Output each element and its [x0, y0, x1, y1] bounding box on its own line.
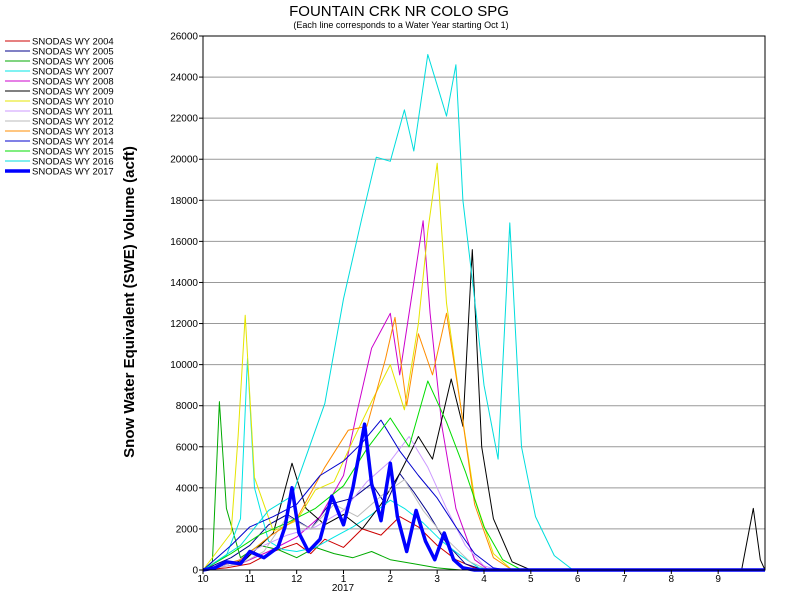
x-tick-label: 2	[388, 574, 394, 585]
y-tick-label: 12000	[170, 319, 198, 330]
y-tick-label: 0	[192, 566, 198, 577]
x-year-label: 2017	[332, 583, 355, 594]
series-line	[202, 479, 765, 571]
legend-label: SNODAS WY 2011	[32, 107, 113, 118]
x-tick-label: 7	[622, 574, 628, 585]
y-tick-label: 10000	[170, 360, 198, 371]
x-tick-label: 12	[291, 574, 303, 585]
legend-label: SNODAS WY 2008	[32, 77, 114, 88]
x-tick-label: 4	[481, 574, 487, 585]
series-line	[202, 380, 765, 571]
y-tick-label: 16000	[170, 237, 198, 248]
x-tick-label: 8	[669, 574, 675, 585]
gridlines	[203, 76, 765, 530]
x-tick-label: 9	[715, 574, 721, 585]
x-tick-label: 5	[528, 574, 534, 585]
y-tick-label: 20000	[170, 155, 198, 166]
legend-label: SNODAS WY 2012	[32, 117, 114, 128]
series-line	[202, 436, 765, 571]
legend-label: SNODAS WY 2009	[32, 87, 114, 98]
y-tick-label: 14000	[170, 278, 198, 289]
chart-title: FOUNTAIN CRK NR COLO SPG	[289, 3, 509, 20]
legend-label: SNODAS WY 2007	[32, 67, 114, 78]
y-tick-label: 18000	[170, 196, 198, 207]
legend-label: SNODAS WY 2017	[32, 167, 114, 178]
series-line	[202, 422, 765, 572]
x-tick-label: 6	[575, 574, 581, 585]
series-lines	[202, 54, 766, 572]
series-line	[202, 312, 765, 571]
legend-label: SNODAS WY 2015	[32, 147, 114, 158]
legend-label: SNODAS WY 2016	[32, 157, 114, 168]
y-tick-label: 22000	[170, 114, 198, 125]
x-tick-label: 1	[341, 574, 347, 585]
y-tick-label: 2000	[176, 524, 199, 535]
y-tick-label: 6000	[176, 442, 199, 453]
series-line	[202, 419, 765, 571]
y-axis-ticks: 0 2000 4000 6000 8000 10000 12000 14000 16000 180…	[170, 32, 203, 577]
legend-label: SNODAS WY 2010	[32, 97, 114, 108]
chart-subtitle: (Each line corresponds to a Water Year s…	[293, 20, 508, 30]
plot-area	[203, 36, 765, 570]
legend-label: SNODAS WY 2006	[32, 57, 114, 68]
y-tick-label: 26000	[170, 32, 198, 43]
series-line	[202, 220, 765, 571]
legend-label: SNODAS WY 2013	[32, 127, 114, 138]
y-tick-label: 8000	[176, 401, 199, 412]
x-tick-label: 3	[434, 574, 440, 585]
legend-label: SNODAS WY 2005	[32, 47, 114, 58]
y-tick-label: 24000	[170, 73, 198, 84]
y-axis-label: Snow Water Equivalent (SWE) Volume (acft…	[121, 146, 138, 458]
y-tick-label: 4000	[176, 483, 199, 494]
x-tick-label: 10	[197, 574, 209, 585]
legend-label: SNODAS WY 2014	[32, 137, 114, 148]
x-tick-label: 11	[245, 574, 256, 585]
series-line	[202, 54, 765, 571]
x-axis-ticks: 10 11 12 1 2 3 4 5 6 7 8 9	[197, 570, 721, 585]
legend-label: SNODAS WY 2004	[32, 37, 114, 48]
